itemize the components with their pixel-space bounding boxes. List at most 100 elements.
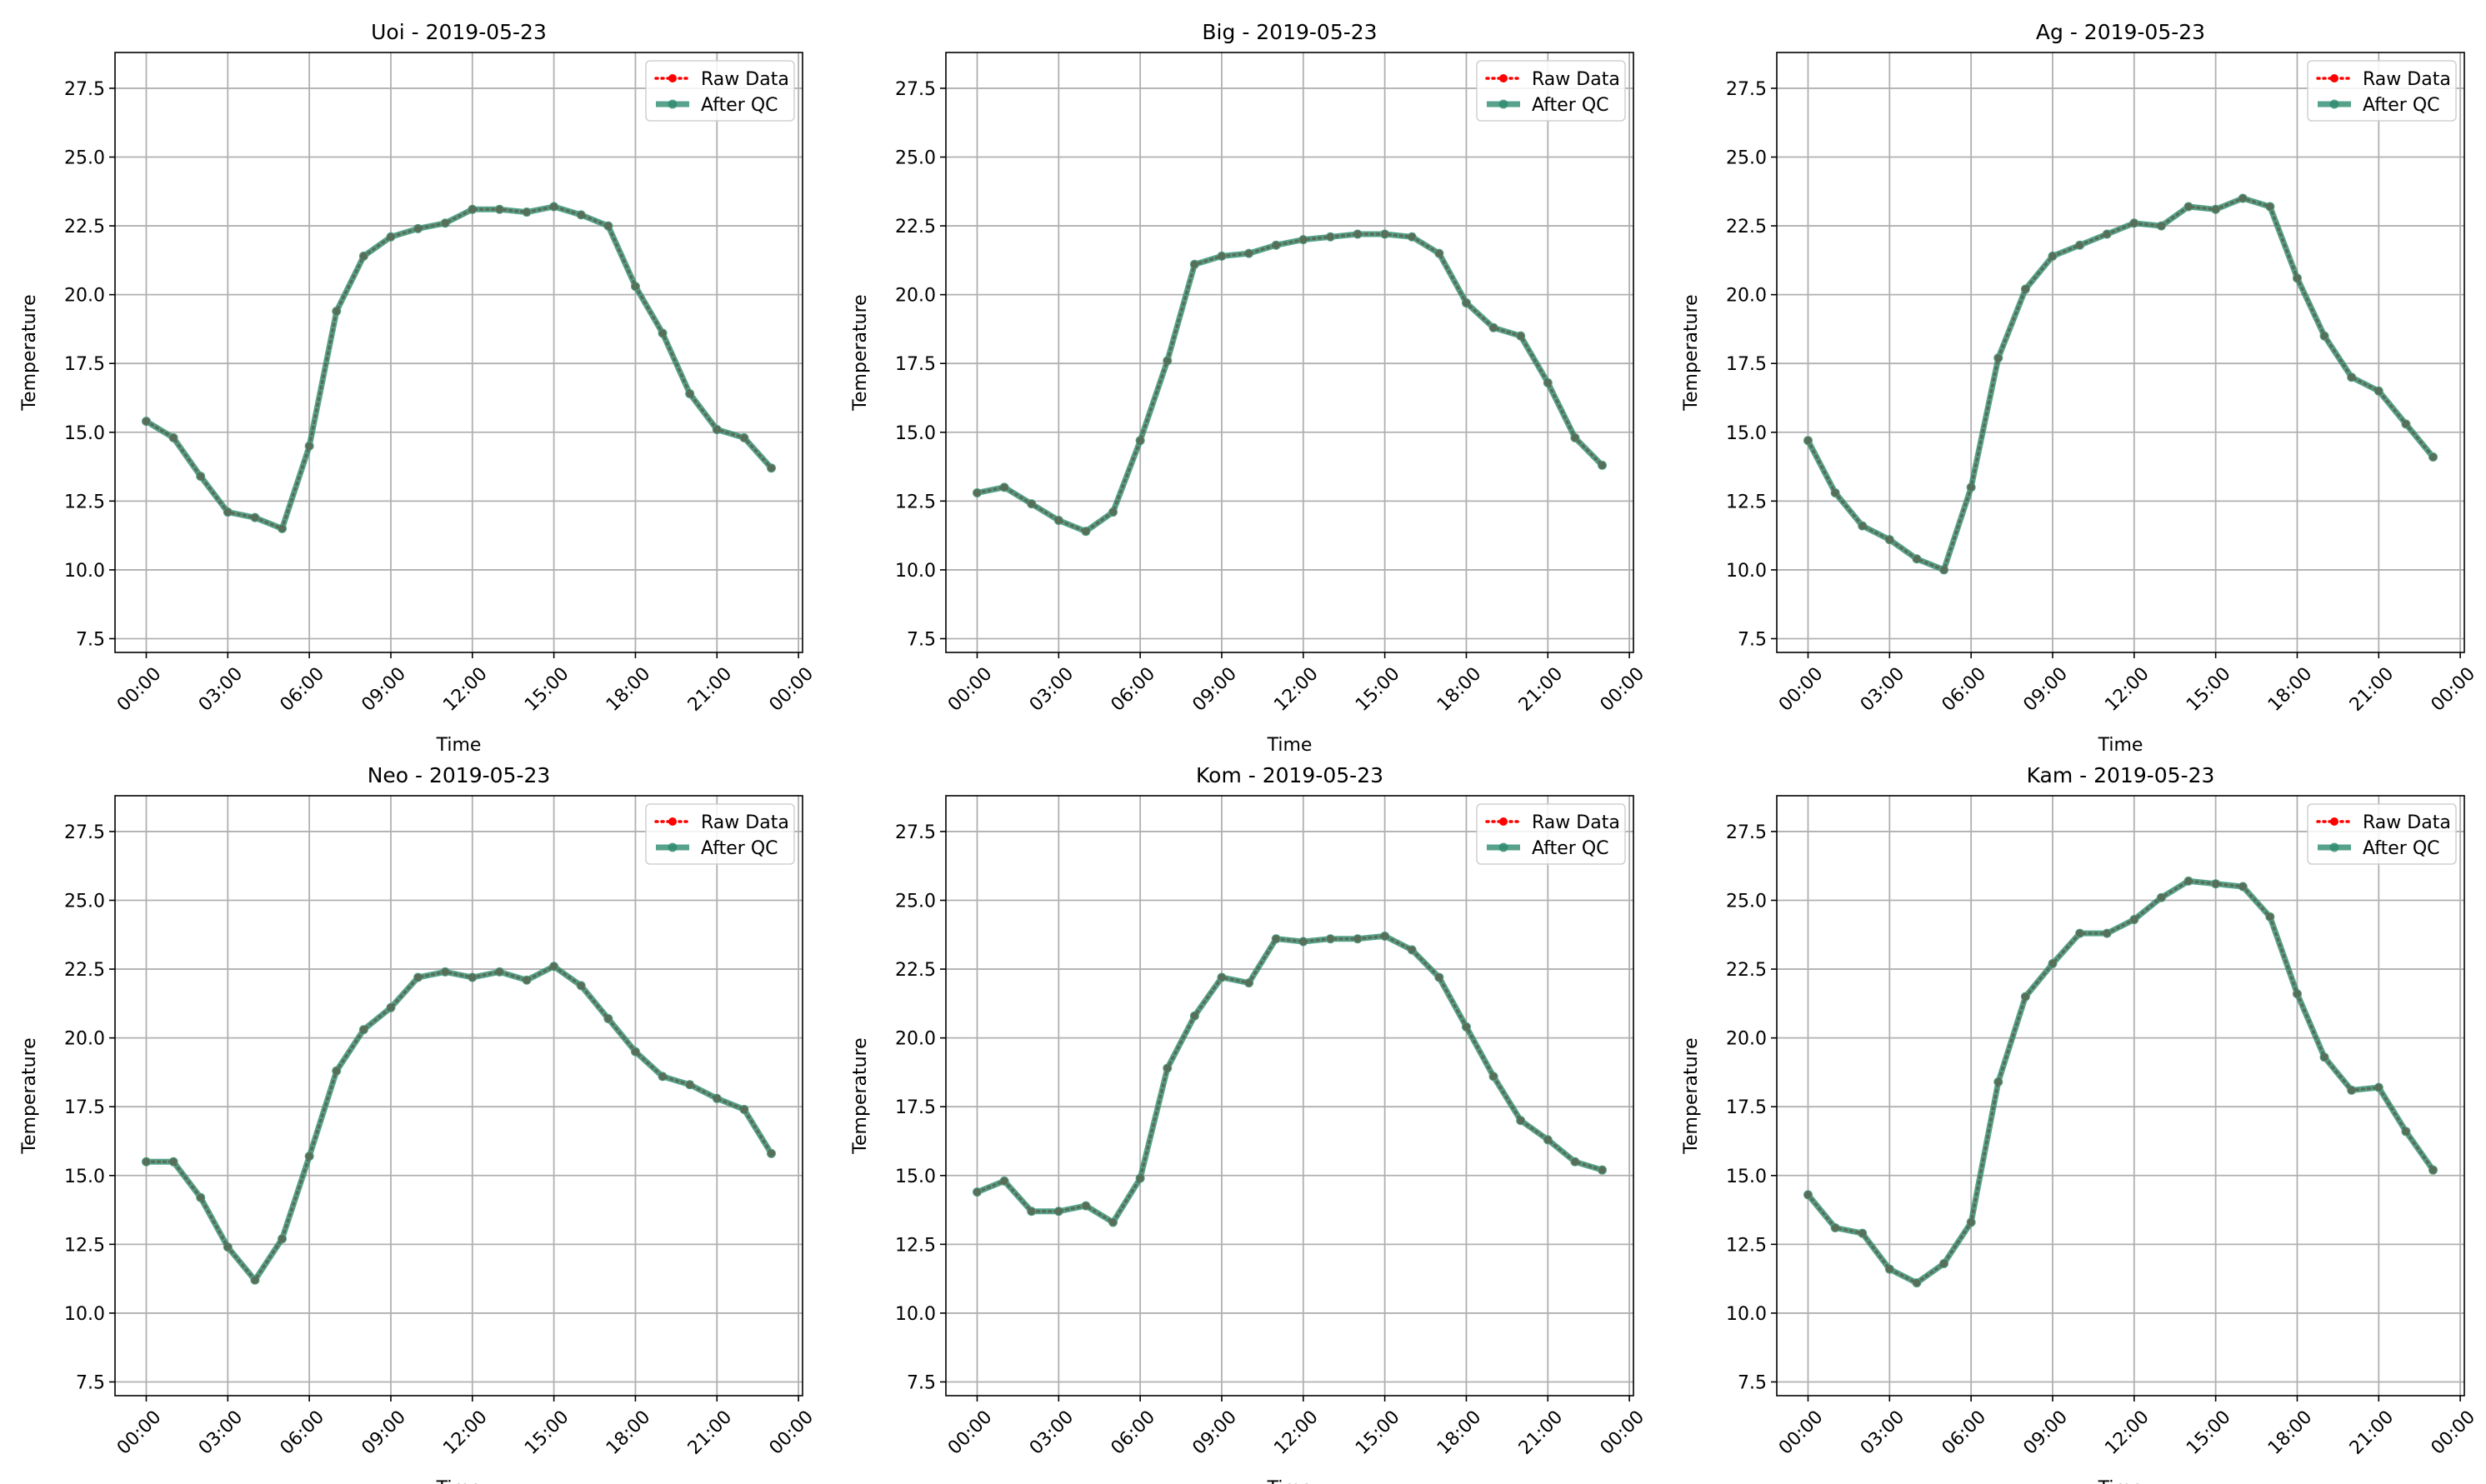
y-axis-label: Temperature xyxy=(850,1037,871,1154)
after-qc-point xyxy=(2347,372,2357,382)
series-raw-data xyxy=(1804,194,2437,574)
after-qc-point xyxy=(767,1148,776,1158)
after-qc-point xyxy=(1434,972,1444,982)
after-qc-point xyxy=(1135,436,1145,446)
after-qc-point xyxy=(386,232,396,242)
after-qc-point xyxy=(304,441,314,451)
y-tick-label: 12.5 xyxy=(895,492,936,512)
y-tick-label: 25.0 xyxy=(895,148,936,169)
after-qc-point xyxy=(2238,193,2248,203)
x-tick-label: 00:00 xyxy=(1597,663,1649,716)
series-raw-data xyxy=(143,962,775,1284)
after-qc-point xyxy=(2075,928,2085,938)
after-qc-point xyxy=(413,972,423,982)
after-qc-point xyxy=(1993,1077,2003,1087)
legend-raw-marker xyxy=(1499,817,1508,826)
after-qc-point xyxy=(304,1152,314,1162)
after-qc-point xyxy=(1163,1063,1173,1073)
grid xyxy=(946,796,1633,1396)
subplot-4: Kom - 2019-05-23 7.5 10.0 12.5 15.0 17.5 20.0 2… xyxy=(850,763,1648,1484)
after-qc-point xyxy=(1434,248,1444,258)
after-qc-point xyxy=(2211,204,2221,214)
y-tick-label: 7.5 xyxy=(76,1372,105,1393)
y-tick-label: 17.5 xyxy=(1726,354,1767,375)
y-tick-label: 20.0 xyxy=(64,286,105,307)
after-qc-point xyxy=(1271,934,1281,944)
y-tick-label: 15.0 xyxy=(895,1167,936,1187)
after-qc-point xyxy=(494,204,504,214)
after-qc-point xyxy=(1189,1011,1199,1021)
after-qc-point xyxy=(739,1105,749,1115)
after-qc-point xyxy=(196,472,206,482)
y-tick-label: 12.5 xyxy=(64,492,105,512)
after-qc-point xyxy=(1053,1207,1063,1217)
y-tick-label: 12.5 xyxy=(895,1235,936,1256)
after-qc-point xyxy=(603,1014,613,1024)
after-qc-point xyxy=(1217,972,1227,982)
y-tick-label: 10.0 xyxy=(64,561,105,582)
after-qc-point xyxy=(1108,1217,1118,1227)
legend-raw-marker xyxy=(668,74,677,82)
x-tick-label: 09:00 xyxy=(358,663,410,716)
grid xyxy=(1777,796,2464,1396)
y-tick-label: 20.0 xyxy=(895,286,936,307)
after-qc-point xyxy=(2401,1127,2411,1137)
after-qc-point xyxy=(1966,1217,1976,1227)
after-qc-point xyxy=(278,523,288,533)
after-qc-point xyxy=(1135,1173,1145,1183)
legend-raw-marker xyxy=(668,817,677,826)
after-qc-point xyxy=(522,975,532,985)
after-qc-point xyxy=(658,328,668,338)
after-qc-point xyxy=(1803,1190,1813,1200)
x-tick-label: 15:00 xyxy=(521,663,573,716)
after-qc-point xyxy=(2238,882,2248,892)
y-tick-label: 25.0 xyxy=(895,892,936,912)
after-qc-point xyxy=(332,306,342,316)
after-qc-point xyxy=(767,463,776,473)
y-tick-label: 15.0 xyxy=(895,423,936,444)
y-tick-label: 10.0 xyxy=(895,1304,936,1325)
grid xyxy=(1777,52,2464,652)
after-qc-point xyxy=(440,967,450,977)
legend-qc-label: After QC xyxy=(701,838,778,859)
y-tick-label: 10.0 xyxy=(1726,1304,1767,1325)
x-tick-label: 06:00 xyxy=(1108,1407,1160,1459)
after-qc-line xyxy=(146,963,774,1283)
after-qc-point xyxy=(712,424,722,434)
after-qc-point xyxy=(1217,251,1227,261)
x-tick-label: 09:00 xyxy=(1188,1407,1241,1459)
y-tick-label: 22.5 xyxy=(1726,960,1767,981)
x-tick-label: 21:00 xyxy=(1515,1407,1568,1459)
series-raw-data xyxy=(973,932,1606,1227)
after-qc-point xyxy=(358,1025,368,1035)
x-tick-label: 00:00 xyxy=(2428,663,2480,716)
x-axis-label: Time xyxy=(1267,1478,1313,1484)
x-axis-label: Time xyxy=(2098,1478,2143,1484)
y-tick-label: 22.5 xyxy=(1726,217,1767,237)
after-qc-point xyxy=(2292,273,2302,283)
after-qc-point xyxy=(1053,515,1063,525)
after-qc-point xyxy=(1598,460,1607,470)
legend-raw-label: Raw Data xyxy=(2363,812,2451,833)
x-tick-label: 18:00 xyxy=(603,663,655,716)
after-qc-point xyxy=(973,487,982,497)
after-qc-point xyxy=(630,1047,640,1057)
after-qc-point xyxy=(2020,992,2030,1002)
after-qc-point xyxy=(1380,931,1390,941)
raw-data-line xyxy=(975,232,1604,533)
x-tick-label: 18:00 xyxy=(2264,1407,2317,1459)
series-after-qc xyxy=(142,202,776,533)
x-tick-label: 06:00 xyxy=(277,1407,329,1459)
after-qc-point xyxy=(1830,487,1840,497)
after-qc-point xyxy=(630,282,640,292)
after-qc-point xyxy=(1570,1157,1580,1167)
after-qc-point xyxy=(2020,284,2030,294)
y-axis-label: Temperature xyxy=(1681,1037,1702,1154)
x-tick-label: 00:00 xyxy=(113,663,166,716)
subplot-3: Neo - 2019-05-23 7.5 10.0 12.5 15.0 17.5 20.0 2… xyxy=(19,763,818,1484)
y-axis-label: Temperature xyxy=(19,1037,40,1154)
after-qc-point xyxy=(468,204,478,214)
after-qc-point xyxy=(1858,521,1868,531)
chart-title: Uoi - 2019-05-23 xyxy=(371,20,547,44)
